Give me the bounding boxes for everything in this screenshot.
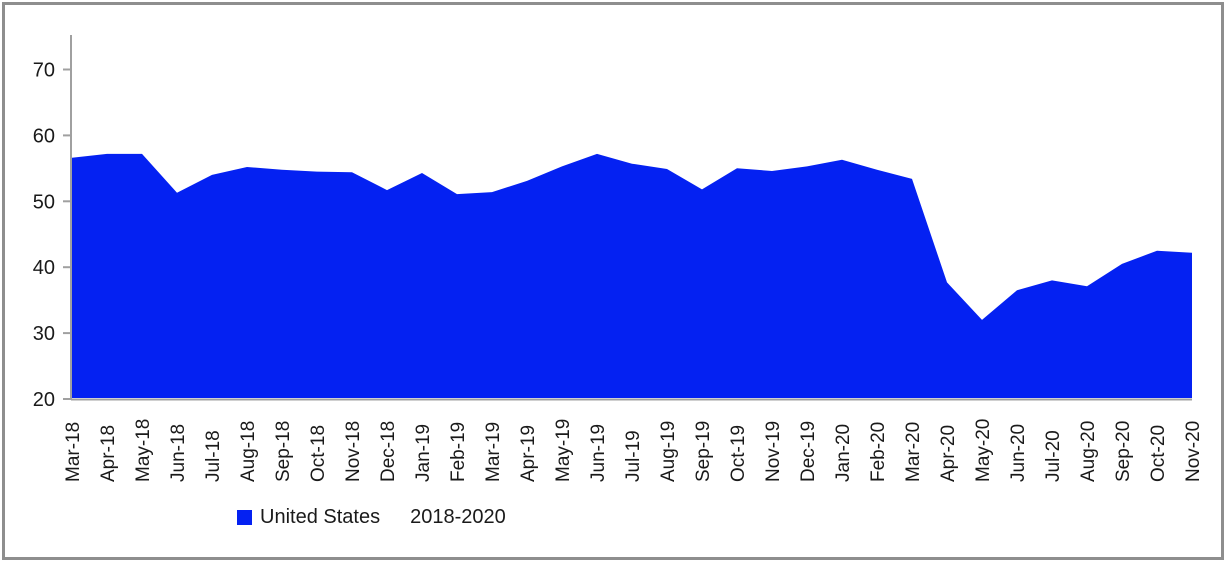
x-axis-tick-label: Oct-19 — [728, 425, 749, 482]
x-axis-tick-label: Aug-20 — [1078, 421, 1099, 482]
x-axis-tick-label: Sep-18 — [273, 421, 294, 482]
x-axis-tick-label: Mar-19 — [483, 422, 504, 482]
area-series-united-states — [72, 153, 1192, 398]
x-axis-tick-label: Aug-19 — [658, 421, 679, 482]
x-axis-tick-label: May-18 — [133, 419, 154, 482]
legend: United States 2018-2020 — [237, 506, 506, 529]
x-axis-tick-label: Apr-20 — [938, 425, 959, 482]
x-axis-tick-label: Dec-18 — [378, 421, 399, 482]
chart-annotation: 2018-2020 — [410, 506, 506, 528]
y-axis-tick-label: 20 — [33, 389, 55, 411]
x-axis-tick-label: May-20 — [973, 419, 994, 482]
x-axis-tick-label: Jan-19 — [413, 424, 434, 482]
x-axis-tick-label: May-19 — [553, 419, 574, 482]
y-axis-tick-label: 40 — [33, 257, 55, 279]
x-axis-tick-label: Oct-18 — [308, 425, 329, 482]
legend-label: United States — [260, 506, 381, 528]
x-axis-tick-label: Aug-18 — [238, 421, 259, 482]
x-axis-tick-label: Jul-18 — [203, 430, 224, 482]
x-axis-tick-label: Apr-19 — [518, 425, 539, 482]
legend-swatch — [237, 510, 252, 525]
x-axis-tick-label: Mar-20 — [903, 422, 924, 482]
y-axis-tick-label: 70 — [33, 60, 55, 82]
x-axis-tick-label: Jul-20 — [1043, 430, 1064, 482]
x-axis-tick-label: Apr-18 — [98, 425, 119, 482]
x-axis-tick-label: Nov-18 — [343, 421, 364, 482]
x-axis-tick-label: Feb-19 — [448, 422, 469, 482]
x-axis-tick-label: Sep-20 — [1113, 421, 1134, 482]
x-axis-tick-label: Jan-20 — [833, 424, 854, 482]
x-axis-tick-label: Jun-20 — [1008, 424, 1029, 482]
x-axis-tick-label: Jul-19 — [623, 430, 644, 482]
x-axis-tick-label: Jun-19 — [588, 424, 609, 482]
x-axis-tick-label: Feb-20 — [868, 422, 889, 482]
x-axis-tick-label: Nov-20 — [1183, 421, 1204, 482]
y-axis-tick-label: 30 — [33, 323, 55, 345]
x-axis-tick-label: Dec-19 — [798, 421, 819, 482]
x-axis-tick-label: Sep-19 — [693, 421, 714, 482]
x-axis-tick-label: Mar-18 — [63, 422, 84, 482]
x-axis-tick-label: Nov-19 — [763, 421, 784, 482]
y-axis-tick-label: 50 — [33, 191, 55, 213]
x-axis-tick-label: Jun-18 — [168, 424, 189, 482]
x-axis-tick-label: Oct-20 — [1148, 425, 1169, 482]
y-axis-tick-label: 60 — [33, 125, 55, 147]
